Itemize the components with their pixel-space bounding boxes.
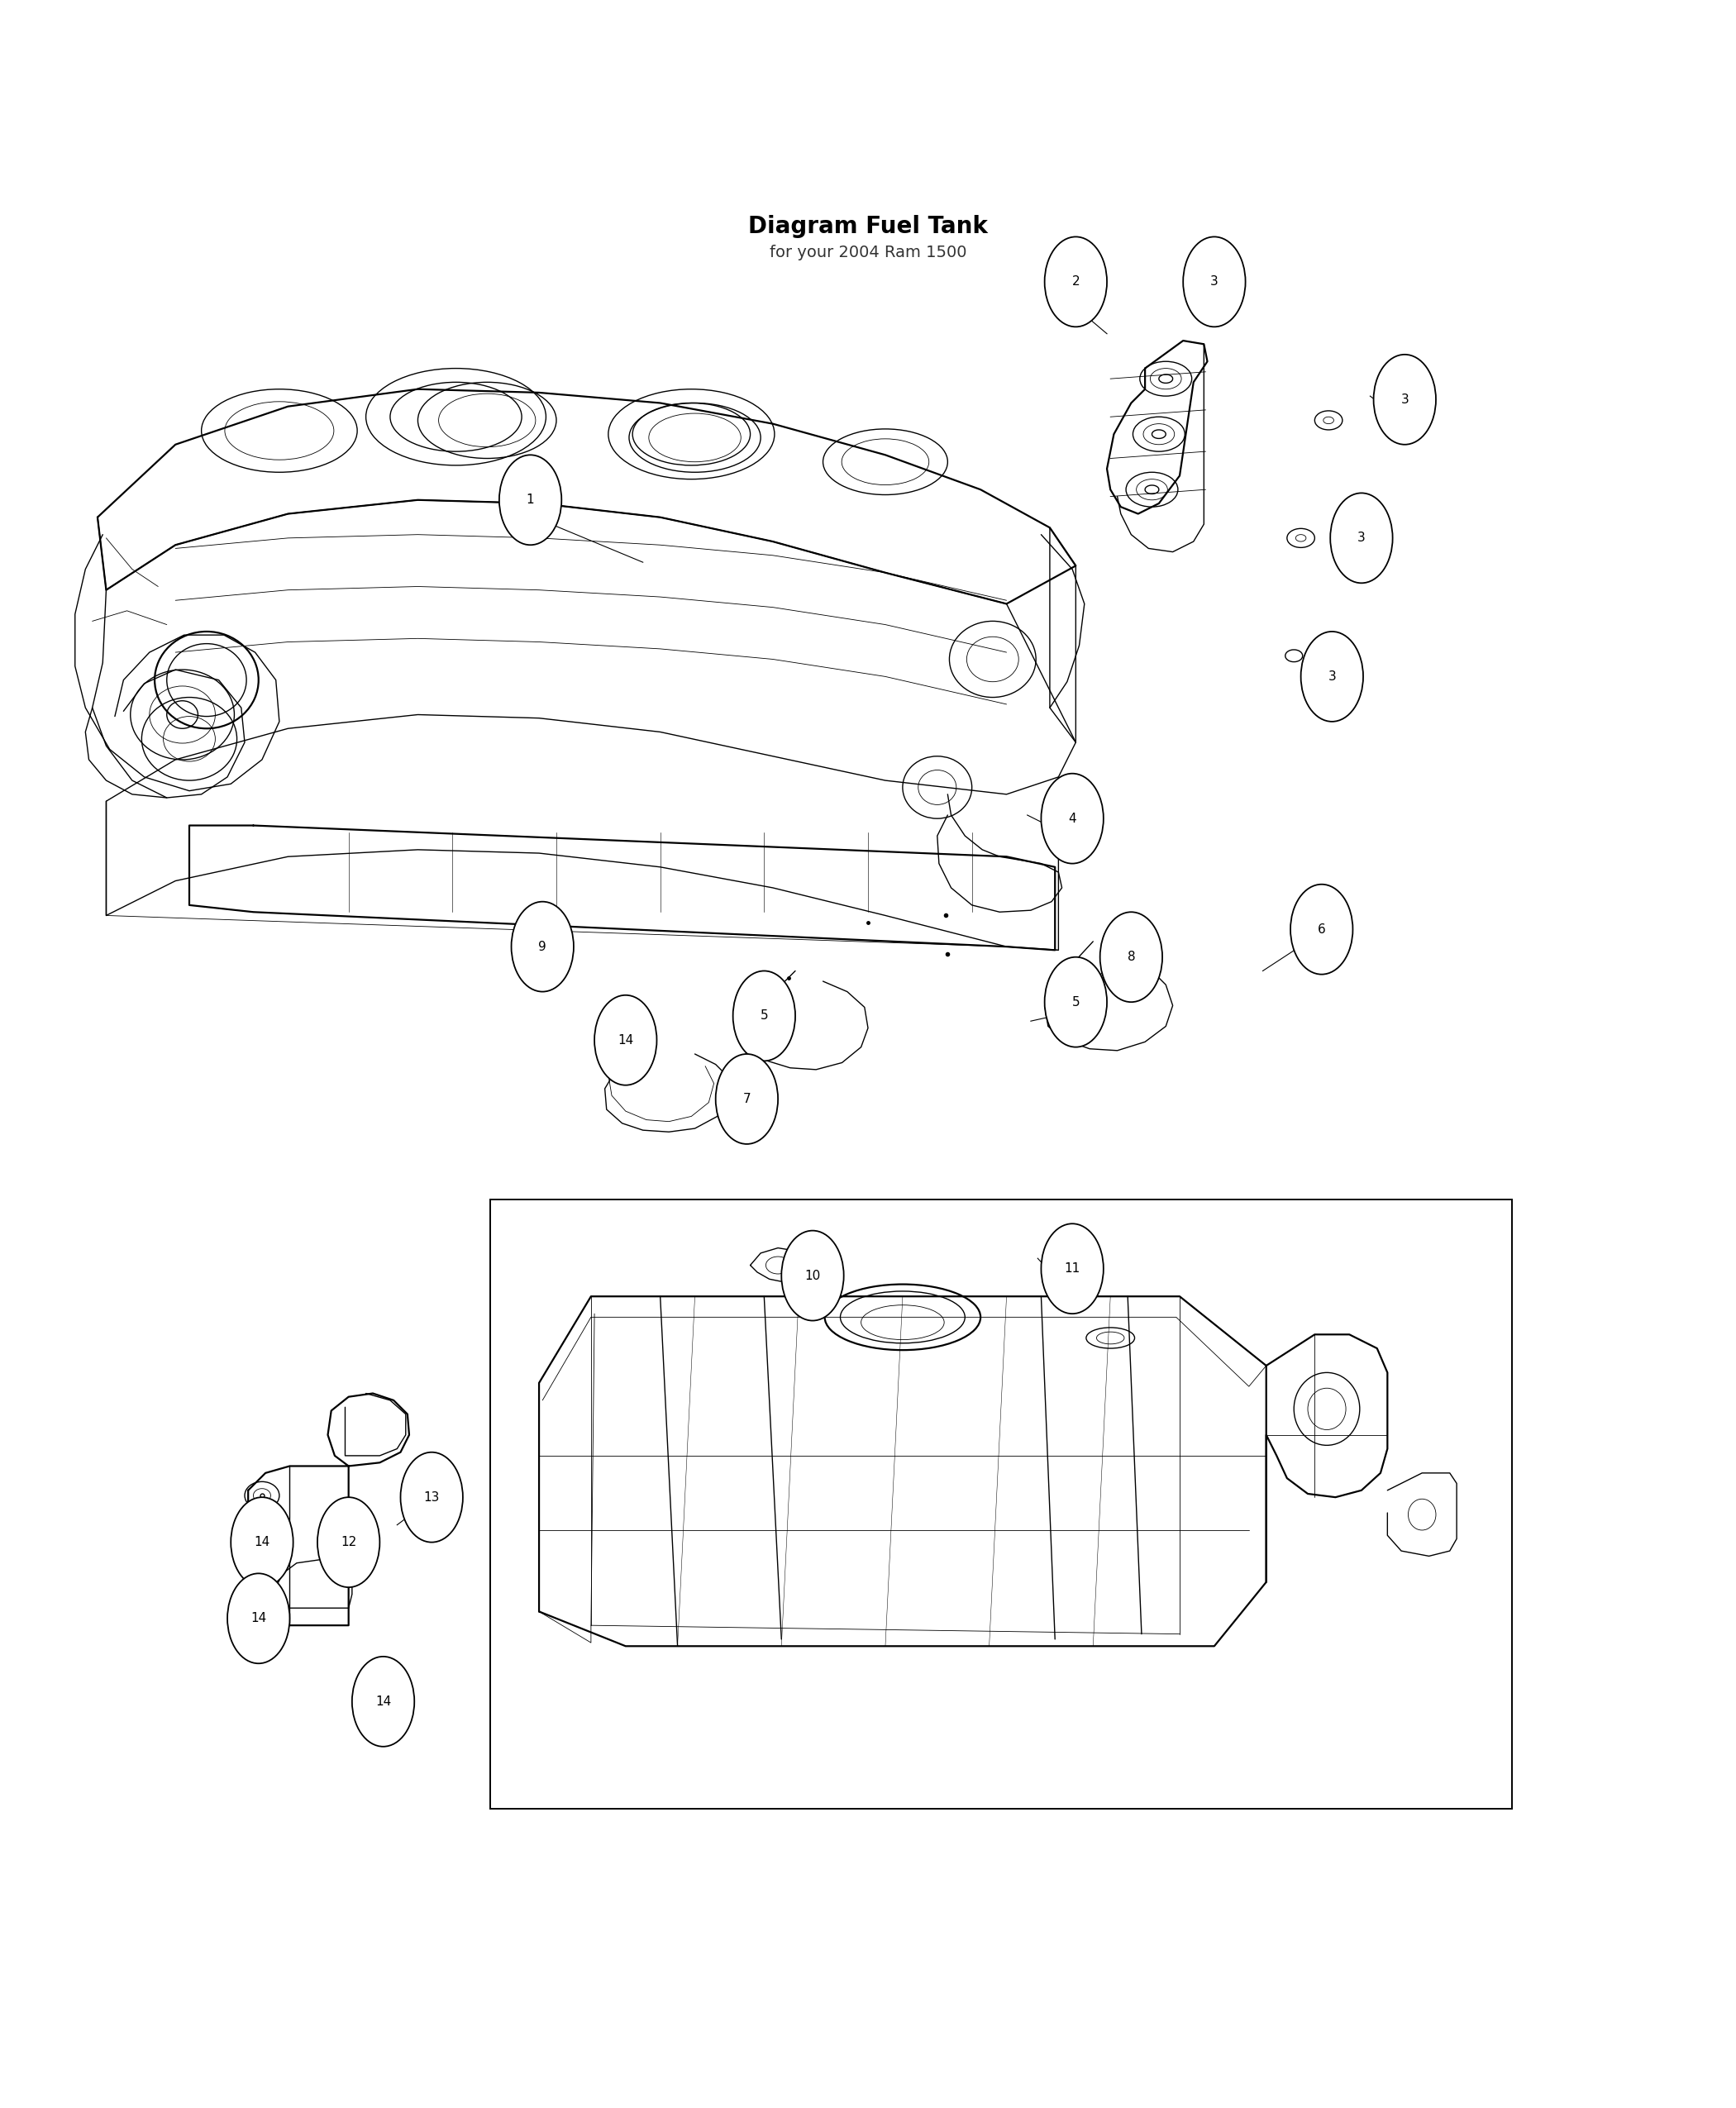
Text: 3: 3 [1328, 670, 1337, 683]
Ellipse shape [715, 1054, 778, 1145]
Text: 14: 14 [253, 1537, 271, 1549]
Ellipse shape [500, 455, 561, 546]
Bar [491, 1199, 1512, 1809]
Ellipse shape [1045, 957, 1108, 1048]
Text: 5: 5 [760, 1010, 767, 1022]
Ellipse shape [1330, 493, 1392, 584]
Ellipse shape [1373, 354, 1436, 445]
Ellipse shape [1042, 774, 1104, 864]
Text: 2: 2 [1071, 276, 1080, 289]
Text: 3: 3 [1401, 394, 1410, 405]
Ellipse shape [1290, 885, 1352, 974]
Text: 14: 14 [618, 1033, 634, 1046]
Text: 13: 13 [424, 1490, 439, 1503]
Ellipse shape [1184, 236, 1245, 327]
Text: for your 2004 Ram 1500: for your 2004 Ram 1500 [769, 245, 967, 259]
Ellipse shape [227, 1573, 290, 1663]
Text: 12: 12 [340, 1537, 356, 1549]
Ellipse shape [352, 1657, 415, 1748]
Text: 1: 1 [526, 493, 535, 506]
Text: 7: 7 [743, 1092, 750, 1105]
Text: 11: 11 [1064, 1263, 1080, 1275]
Text: 6: 6 [1318, 923, 1326, 936]
Text: 9: 9 [538, 940, 547, 953]
Ellipse shape [401, 1452, 464, 1543]
Text: 14: 14 [375, 1695, 391, 1707]
Text: 3: 3 [1358, 531, 1366, 544]
Text: 10: 10 [806, 1269, 821, 1282]
Ellipse shape [1300, 632, 1363, 721]
Ellipse shape [512, 902, 573, 991]
Ellipse shape [231, 1497, 293, 1587]
Ellipse shape [781, 1231, 844, 1320]
Text: Diagram Fuel Tank: Diagram Fuel Tank [748, 215, 988, 238]
Text: 5: 5 [1071, 995, 1080, 1008]
Ellipse shape [1101, 913, 1163, 1001]
Text: 3: 3 [1210, 276, 1219, 289]
Ellipse shape [318, 1497, 380, 1587]
Text: 4: 4 [1068, 812, 1076, 824]
Ellipse shape [1042, 1223, 1104, 1313]
Text: 8: 8 [1127, 951, 1135, 963]
Text: 14: 14 [250, 1613, 267, 1625]
Ellipse shape [1045, 236, 1108, 327]
Ellipse shape [594, 995, 656, 1086]
Ellipse shape [733, 972, 795, 1060]
